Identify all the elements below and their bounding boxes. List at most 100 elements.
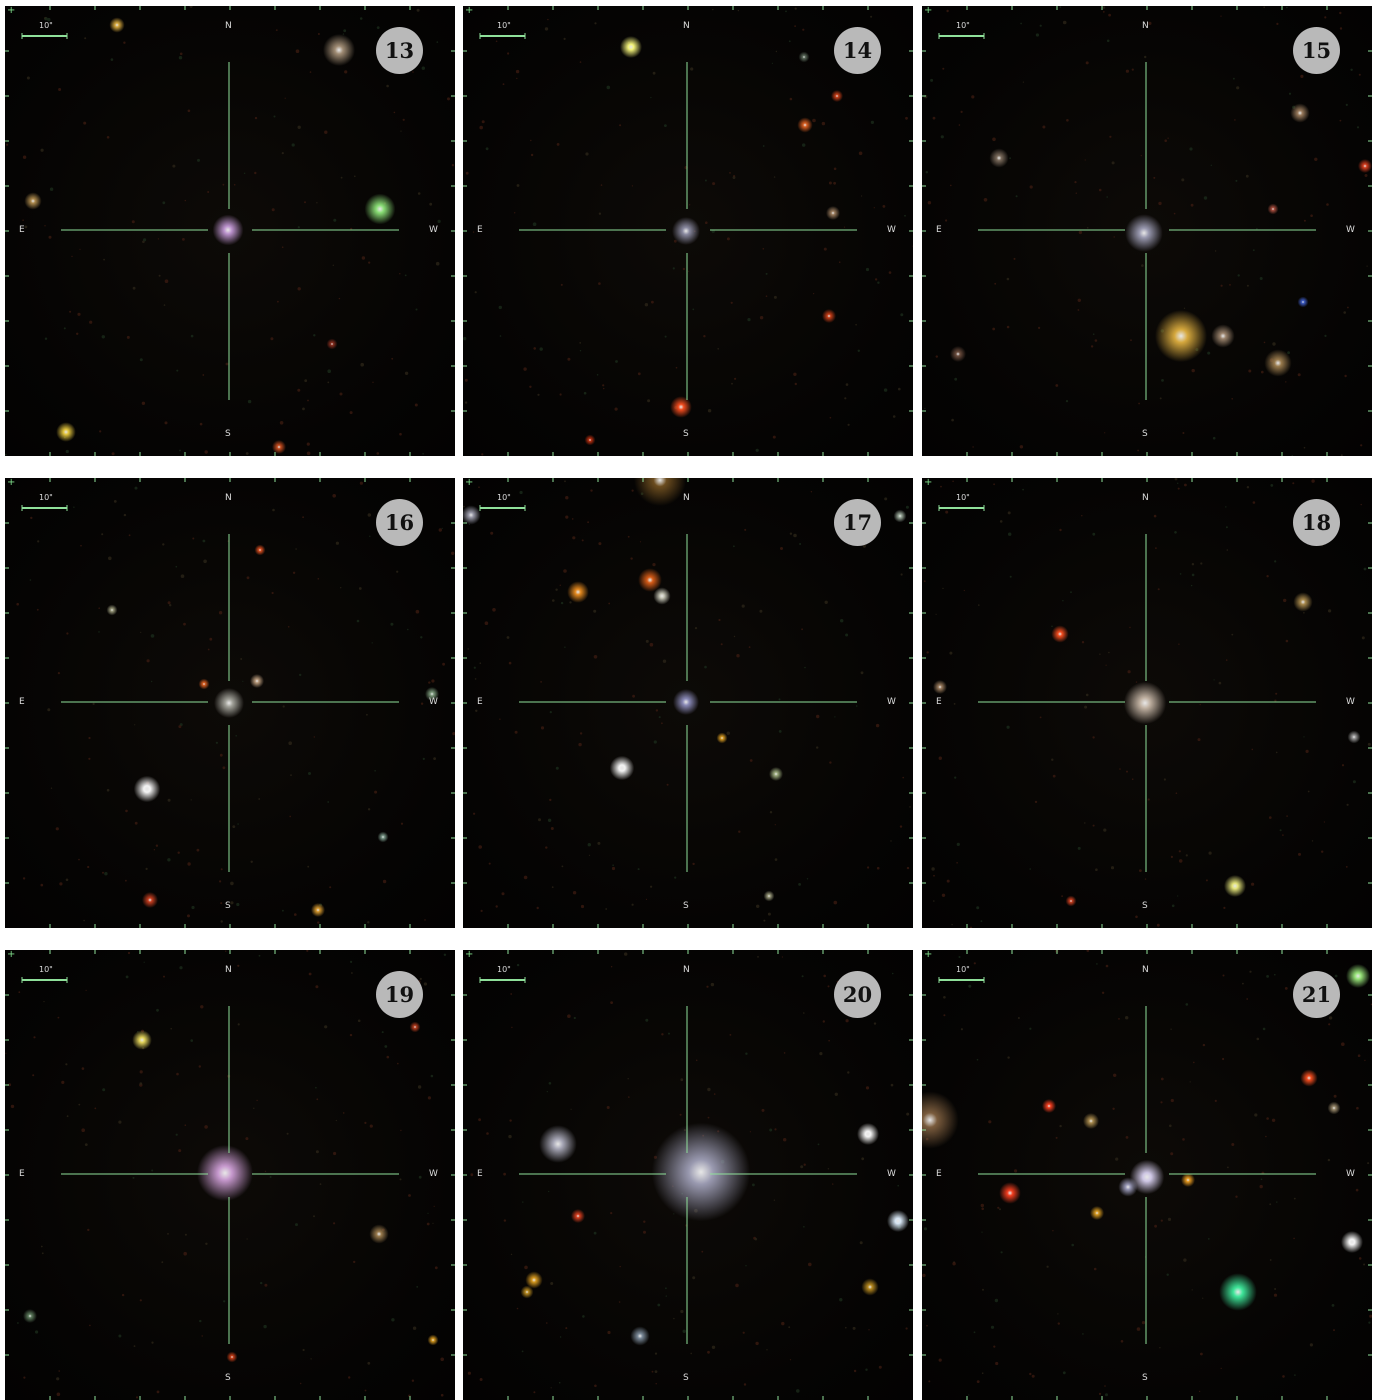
north-label: N [683,965,690,975]
west-label: W [1346,1169,1355,1179]
sky-image-panel-19: + 10" N S E W 19 [5,950,455,1400]
south-label: S [225,901,231,911]
celestial-object [106,604,118,616]
celestial-object [1181,1173,1195,1187]
sky-field [463,478,913,928]
south-label: S [1142,901,1148,911]
east-label: E [936,225,942,235]
corner-marker: + [465,478,474,488]
north-label: N [225,493,232,503]
east-label: E [19,1169,25,1179]
celestial-object [272,440,286,454]
celestial-object [1065,895,1077,907]
sky-image-panel-15: + 10" N S E W 15 [922,6,1372,456]
celestial-object [1297,296,1309,308]
scale-label: 10" [497,21,511,30]
celestial-object [1358,159,1372,173]
west-label: W [429,697,438,707]
celestial-object [323,34,355,66]
sky-field [5,6,455,456]
celestial-object [132,1030,152,1050]
corner-marker: + [7,478,16,488]
celestial-object [797,117,813,133]
celestial-object [214,688,244,718]
east-label: E [477,225,483,235]
sky-image-panel-14: + 10" N S E W 14 [463,6,913,456]
west-label: W [1346,225,1355,235]
east-label: E [477,697,483,707]
south-label: S [225,429,231,439]
sky-field [922,950,1372,1400]
scale-label: 10" [956,965,970,974]
corner-marker: + [7,950,16,960]
celestial-object [1125,214,1163,252]
panel-number-badge: 19 [376,971,423,1018]
east-label: E [936,1169,942,1179]
celestial-object [1123,681,1167,725]
panel-number-badge: 14 [834,27,881,74]
sky-field [463,950,913,1400]
celestial-object [198,678,210,690]
celestial-object [653,587,671,605]
south-label: S [683,429,689,439]
celestial-object [673,689,699,715]
corner-marker: + [465,950,474,960]
north-label: N [1142,493,1149,503]
scale-label: 10" [497,493,511,502]
celestial-object [1290,103,1310,123]
west-label: W [1346,697,1355,707]
panel-number-badge: 16 [376,499,423,546]
celestial-object [197,1145,253,1201]
celestial-object [989,148,1009,168]
scale-label: 10" [39,21,53,30]
west-label: W [887,225,896,235]
celestial-object [1264,349,1292,377]
east-label: E [19,697,25,707]
panel-number-badge: 13 [376,27,423,74]
sky-field [922,478,1372,928]
celestial-object [427,1334,439,1346]
celestial-object [409,1021,421,1033]
celestial-object [23,1309,37,1323]
east-label: E [477,1169,483,1179]
celestial-object [1346,964,1370,988]
celestial-object [56,422,76,442]
corner-marker: + [924,6,933,16]
celestial-object [1293,592,1313,612]
celestial-object [1341,1231,1363,1253]
celestial-object [1129,1159,1165,1195]
celestial-object [212,214,244,246]
celestial-object [364,193,396,225]
celestial-object [1090,1206,1104,1220]
sky-image-panel-18: + 10" N S E W 18 [922,478,1372,928]
celestial-object [369,1224,389,1244]
sky-image-panel-16: + 10" N S E W 16 [5,478,455,928]
panel-number-badge: 21 [1293,971,1340,1018]
celestial-object [1211,324,1235,348]
scale-label: 10" [497,965,511,974]
celestial-object [922,1091,959,1149]
north-label: N [225,965,232,975]
celestial-object [24,192,42,210]
celestial-object [822,309,836,323]
celestial-object [584,434,596,446]
celestial-object [933,680,947,694]
celestial-object [226,1351,238,1363]
south-label: S [1142,429,1148,439]
celestial-object [763,890,775,902]
celestial-object [425,687,439,701]
celestial-object [634,478,686,506]
corner-marker: + [924,950,933,960]
celestial-object [950,346,966,362]
celestial-object [630,1326,650,1346]
south-label: S [683,1373,689,1383]
celestial-object [567,581,589,603]
celestial-object [716,732,728,744]
celestial-object [831,90,843,102]
west-label: W [429,1169,438,1179]
celestial-object [893,509,907,523]
celestial-object [311,903,325,917]
south-label: S [225,1373,231,1383]
sky-field [463,6,913,456]
celestial-object [887,1210,909,1232]
